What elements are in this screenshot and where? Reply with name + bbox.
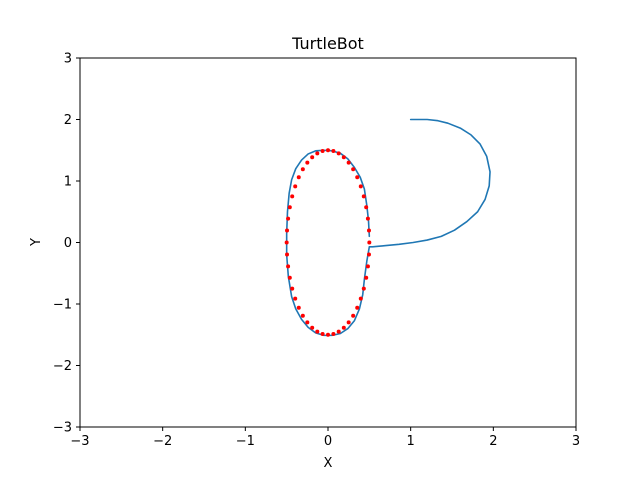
target-point <box>341 155 346 160</box>
y-tick-label: −3 <box>53 421 72 436</box>
x-tick-label: 0 <box>324 434 332 449</box>
target-point <box>361 194 366 199</box>
target-point <box>320 331 325 336</box>
target-point <box>331 331 336 336</box>
x-tick-label: −1 <box>236 434 255 449</box>
target-point <box>293 296 298 301</box>
target-point <box>305 160 310 165</box>
target-point <box>290 194 295 199</box>
target-point <box>355 305 360 310</box>
x-tick-label: 3 <box>572 434 580 449</box>
x-axis-label: X <box>324 456 333 471</box>
target-point <box>286 264 291 269</box>
target-point <box>310 325 315 330</box>
target-point <box>336 329 341 334</box>
y-tick-label: −2 <box>53 359 72 374</box>
target-point <box>293 184 298 189</box>
target-point <box>367 240 372 245</box>
y-axis-label: Y <box>29 238 44 247</box>
target-point <box>365 216 370 221</box>
target-point <box>364 275 369 280</box>
target-point <box>351 313 356 318</box>
target-point <box>305 320 310 325</box>
target-point <box>300 313 305 318</box>
x-tick-label: 1 <box>407 434 415 449</box>
target-point <box>296 175 301 180</box>
target-point <box>315 329 320 334</box>
plot-area <box>284 118 491 337</box>
target-point <box>284 240 289 245</box>
target-point <box>355 175 360 180</box>
target-point <box>351 167 356 172</box>
y-tick-label: −1 <box>53 298 72 313</box>
target-point <box>326 332 330 337</box>
x-tick-label: 2 <box>489 434 497 449</box>
target-point <box>315 151 320 156</box>
y-tick-label: 1 <box>64 175 72 190</box>
x-tick-label: −3 <box>70 434 89 449</box>
target-point <box>286 216 291 221</box>
chart-title: TurtleBot <box>291 34 364 53</box>
y-tick-label: 2 <box>64 113 72 128</box>
target-point <box>320 149 325 154</box>
target-point <box>365 264 370 269</box>
target-point <box>366 228 371 233</box>
target-point <box>290 286 295 291</box>
target-point <box>358 184 363 189</box>
target-point <box>296 305 301 310</box>
target-point <box>346 320 351 325</box>
target-point <box>285 252 290 257</box>
y-tick-label: 3 <box>64 52 72 67</box>
target-point <box>331 149 336 154</box>
target-point <box>300 167 305 172</box>
y-tick-label: 0 <box>64 236 72 251</box>
target-point <box>361 286 366 291</box>
target-point <box>310 155 315 160</box>
y-axis: −3 −2 −1 0 1 2 3 <box>53 52 80 436</box>
target-point <box>287 205 292 210</box>
target-point <box>341 325 346 330</box>
target-point <box>364 205 369 210</box>
x-tick-label: −2 <box>153 434 172 449</box>
target-point <box>346 160 351 165</box>
target-point <box>358 296 363 301</box>
x-axis: −3 −2 −1 0 1 2 3 <box>70 427 580 449</box>
target-point <box>287 275 292 280</box>
target-point <box>366 252 371 257</box>
target-point <box>336 151 341 156</box>
target-point <box>326 148 330 153</box>
target-point <box>285 228 290 233</box>
